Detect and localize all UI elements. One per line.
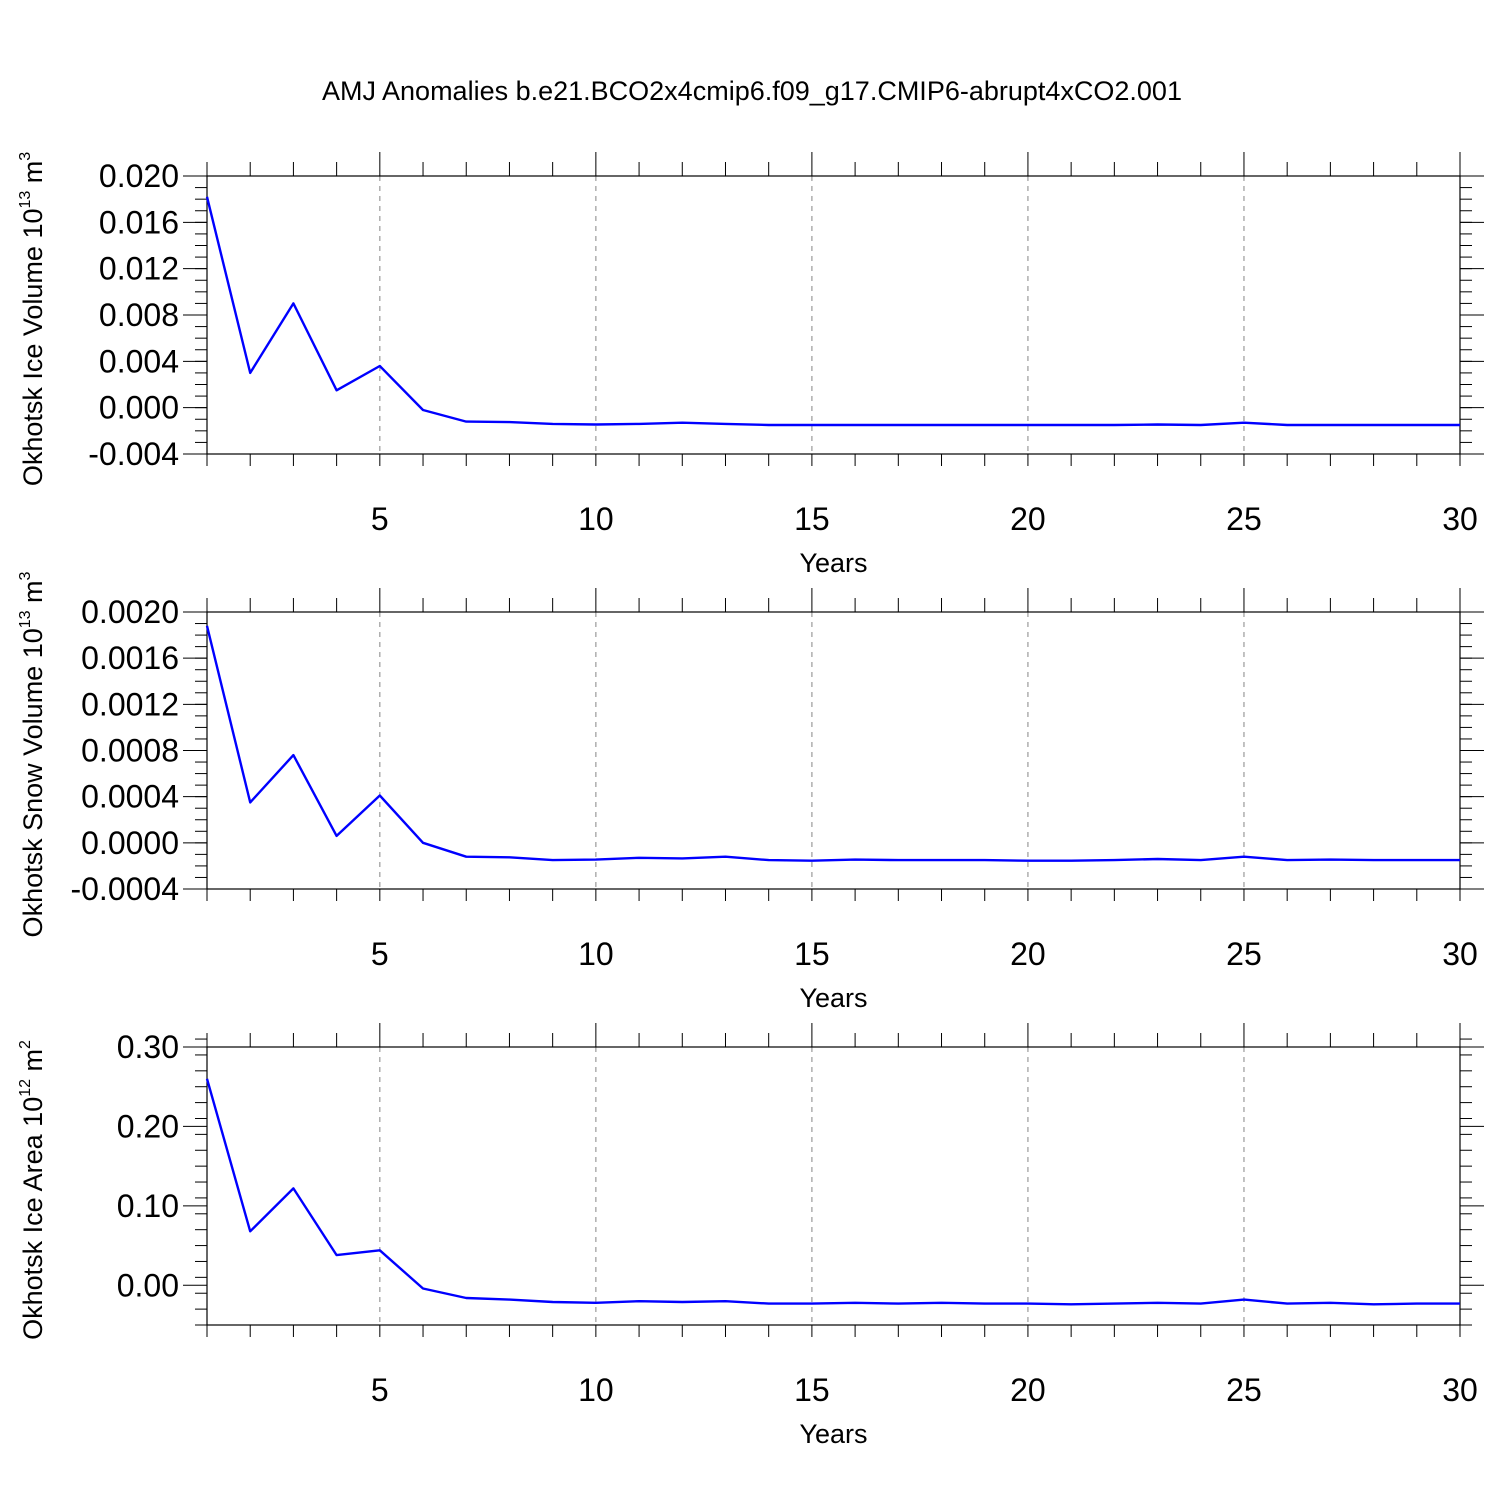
x-axis-label: Years: [799, 983, 867, 1013]
plot-frame: [206, 175, 1461, 455]
x-tick-label: 20: [1010, 501, 1046, 537]
x-tick-label: 20: [1010, 936, 1046, 972]
x-tick-label: 10: [578, 501, 614, 537]
x-tick-label: 25: [1226, 1372, 1262, 1408]
x-tick-label: 10: [578, 1372, 614, 1408]
plot-frame: [206, 1046, 1461, 1326]
x-tick-label: 15: [794, 936, 830, 972]
y-tick-label: 0.0008: [81, 733, 179, 769]
x-axis-label: Years: [799, 1419, 867, 1449]
plot-frame: [206, 611, 1461, 890]
y-tick-label: 0.30: [117, 1029, 179, 1065]
y-tick-label: 0.0000: [81, 825, 179, 861]
y-tick-label: 0.10: [117, 1188, 179, 1224]
y-axis-label: Okhotsk Snow Volume 1013 m3: [17, 571, 48, 937]
panels: 0.020 0.016 0.012 0.008 0.004 0.000 -0.004 5 10 1…: [17, 152, 1484, 1449]
y-axis-label: Okhotsk Ice Volume 1013 m3: [17, 152, 48, 486]
x-axis-label: Years: [799, 548, 867, 578]
x-tick-label: 15: [794, 501, 830, 537]
y-tick-label: 0.0004: [81, 779, 179, 815]
x-tick-label: 30: [1442, 936, 1478, 972]
x-tick-label: 5: [371, 501, 389, 537]
x-tick-label: 25: [1226, 936, 1262, 972]
x-tick-label: 30: [1442, 501, 1478, 537]
x-tick-label: 5: [371, 936, 389, 972]
x-tick-label: 10: [578, 936, 614, 972]
series-line: [205, 1078, 1460, 1306]
y-tick-label: 0.020: [99, 158, 179, 194]
y-tick-label: 0.0012: [81, 686, 179, 722]
y-tick-label: 0.0016: [81, 640, 179, 676]
x-tick-label: 15: [794, 1372, 830, 1408]
panel-3: 0.30 0.20 0.10 0.00 5 10 15 20 25 30 Years Okhotsk …: [17, 1023, 1484, 1449]
y-axis-label: Okhotsk Ice Area 1012 m2: [17, 1040, 48, 1340]
y-tick-label: 0.0020: [81, 594, 179, 630]
x-tick-label: 25: [1226, 501, 1262, 537]
x-tick-label: 20: [1010, 1372, 1046, 1408]
y-tick-label: 0.20: [117, 1108, 179, 1144]
y-tick-label: 0.00: [117, 1267, 179, 1303]
y-tick-label: -0.004: [88, 436, 179, 472]
panel-1: 0.020 0.016 0.012 0.008 0.004 0.000 -0.004 5 10 1…: [17, 152, 1484, 578]
y-tick-label: 0.016: [99, 204, 179, 240]
figure-title: AMJ Anomalies b.e21.BCO2x4cmip6.f09_g17.…: [322, 76, 1182, 106]
y-tick-label: 0.008: [99, 297, 179, 333]
panel-2: 0.0020 0.0016 0.0012 0.0008 0.0004 0.0000 -0.0…: [17, 571, 1484, 1013]
y-tick-label: 0.004: [99, 343, 179, 379]
series-line: [205, 625, 1460, 862]
y-tick-label: 0.012: [99, 251, 179, 287]
series-line: [205, 196, 1460, 427]
x-tick-label: 5: [371, 1372, 389, 1408]
y-tick-label: 0.000: [99, 390, 179, 426]
y-tick-label: -0.0004: [70, 871, 179, 907]
x-tick-label: 30: [1442, 1372, 1478, 1408]
